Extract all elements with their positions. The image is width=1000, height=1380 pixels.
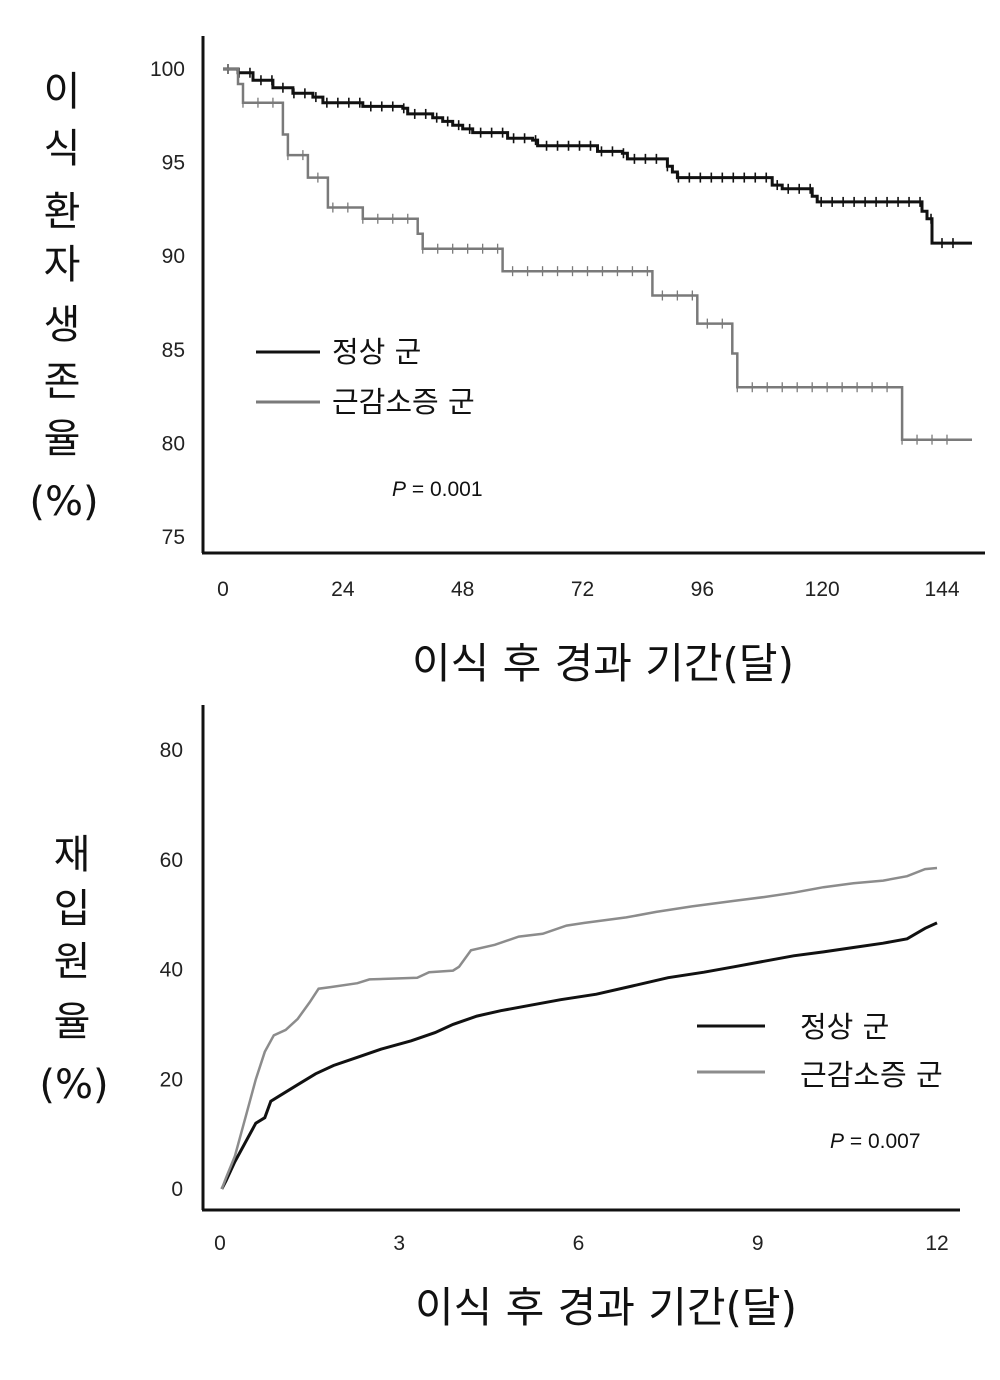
y-tick-label: 90 [162, 245, 185, 268]
x-tick-label: 0 [217, 578, 229, 601]
series-line-sarcopenia [223, 67, 972, 441]
legend: 정상 군 근감소증 군 [256, 335, 475, 419]
axes [201, 36, 985, 555]
x-tick-label: 24 [331, 578, 355, 601]
x-axis-label: 이식 후 경과 기간(달) [415, 1283, 797, 1332]
y-tick-label: 95 [162, 152, 185, 175]
y-tick-label: 40 [160, 959, 183, 982]
series-line-sarcopenia [220, 866, 938, 1190]
y-tick-label: 75 [162, 526, 185, 549]
y-axis-label-char: 원 [54, 939, 91, 985]
legend-label-normal: 정상 군 [332, 335, 421, 369]
series-lines [220, 866, 938, 1190]
y-axis-label-char: 존 [44, 359, 81, 405]
y-axis-label-char: 자 [44, 242, 81, 288]
y-axis-label-char: 입 [54, 886, 91, 932]
x-tick-label: 48 [451, 578, 474, 601]
y-tick-label: 0 [171, 1178, 183, 1201]
y-axis-label-char: 율 [54, 999, 91, 1045]
y-axis-label-char: (%) [39, 1062, 108, 1108]
x-axis-label: 이식 후 경과 기간(달) [412, 639, 794, 688]
tick-labels: 0 24 48 72 96 120 144 100 95 90 85 80 75 [150, 58, 960, 601]
y-axis-label-char: 이 [44, 69, 81, 115]
x-tick-label: 96 [691, 578, 714, 601]
y-tick-label: 60 [160, 849, 183, 872]
censor-marks-normal [227, 64, 954, 249]
y-tick-label: 20 [160, 1068, 183, 1091]
y-axis-label-char: 생 [44, 302, 81, 348]
x-tick-label: 0 [214, 1232, 226, 1255]
survival-chart: 이 식 환 자 생 존 율 (%) 0 24 48 72 96 120 144 100 95 90… [29, 36, 985, 688]
y-tick-label: 80 [162, 432, 185, 455]
y-axis-label: 이 식 환 자 생 존 율 (%) [29, 69, 98, 525]
legend-label-sarcopenia: 근감소증 군 [332, 385, 475, 419]
p-value: P = 0.001 [392, 478, 483, 501]
series-lines [223, 64, 972, 445]
axes [201, 705, 960, 1212]
legend-label-sarcopenia: 근감소증 군 [800, 1058, 943, 1092]
y-axis-label-char: (%) [29, 479, 98, 525]
y-axis-label-char: 식 [44, 126, 81, 172]
y-axis-label-char: 율 [44, 416, 81, 462]
y-axis-label-char: 재 [54, 832, 91, 878]
y-axis-label: 재 입 원 율 (%) [39, 832, 108, 1108]
series-line-normal [220, 921, 938, 1190]
y-axis-label-char: 환 [44, 189, 81, 235]
y-tick-label: 100 [150, 58, 185, 81]
p-value: P = 0.007 [830, 1130, 921, 1153]
censor-marks-sarcopenia [227, 64, 948, 445]
x-tick-label: 3 [393, 1232, 405, 1255]
x-tick-label: 144 [924, 578, 959, 601]
x-tick-label: 120 [805, 578, 840, 601]
tick-labels: 0 3 6 9 12 80 60 40 20 0 [160, 739, 949, 1255]
x-tick-label: 72 [571, 578, 594, 601]
y-tick-label: 85 [162, 339, 185, 362]
x-tick-label: 12 [925, 1232, 948, 1255]
legend: 정상 군 근감소증 군 [697, 1010, 943, 1092]
x-tick-label: 9 [752, 1232, 764, 1255]
y-tick-label: 80 [160, 739, 183, 762]
x-tick-label: 6 [573, 1232, 585, 1255]
legend-label-normal: 정상 군 [800, 1010, 889, 1044]
